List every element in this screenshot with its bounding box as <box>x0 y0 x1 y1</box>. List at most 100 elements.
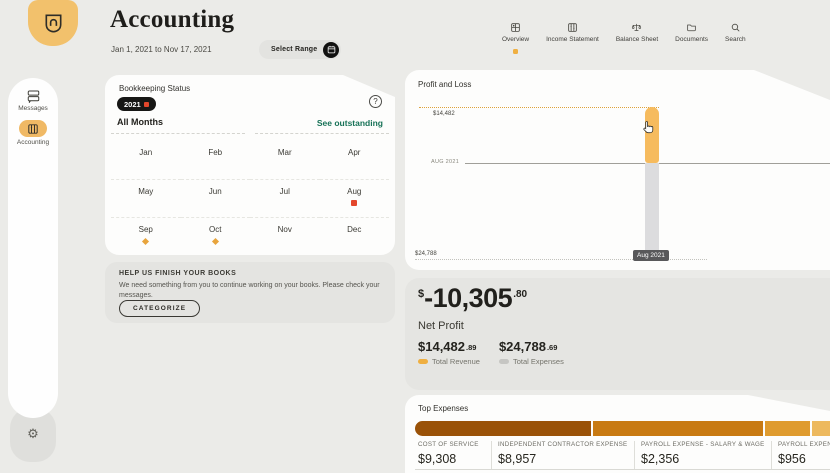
calendar-icon <box>323 41 340 58</box>
month-cell-dec[interactable]: Dec <box>320 217 390 255</box>
tab-label: Documents <box>675 36 709 43</box>
month-cell-aug[interactable]: Aug <box>320 179 390 217</box>
top-expenses-stacked-bar <box>415 421 830 436</box>
documents-folder-icon <box>687 24 696 32</box>
pl-expenses-bar[interactable] <box>645 163 659 259</box>
total-revenue-value: $14,482 .89 <box>418 339 477 354</box>
total-expenses-group: $24,788 .69 Total Expenses <box>498 339 564 366</box>
top-nav: Overview Income Statement Balance Sheet … <box>502 22 746 54</box>
bookkeeping-status-card: Bookkeeping Status 2021 ? All Months See… <box>105 75 395 255</box>
expense-segment[interactable] <box>415 421 591 436</box>
tab-overview[interactable]: Overview <box>502 22 529 54</box>
pl-revenue-bar[interactable] <box>645 107 659 163</box>
month-cell-jan[interactable]: Jan <box>139 148 153 157</box>
see-outstanding-link[interactable]: See outstanding <box>316 118 383 128</box>
help-icon[interactable]: ? <box>369 95 382 108</box>
month-status-dot <box>351 200 357 206</box>
sidebar-item-messages[interactable]: Messages <box>8 88 58 112</box>
tab-label: Overview <box>502 36 530 43</box>
bookkeeping-status-title: Bookkeeping Status <box>119 84 191 93</box>
tab-balance-sheet[interactable]: Balance Sheet <box>616 22 658 54</box>
month-status-dot <box>142 238 149 245</box>
income-statement-icon <box>568 23 577 32</box>
year-alert-dot <box>144 102 149 107</box>
all-months-label: All Months <box>117 117 163 127</box>
expense-item: INDEPENDENT CONTRACTOR EXPENSE $8,957 <box>498 441 628 466</box>
total-revenue-group: $14,482 .89 Total Revenue <box>418 340 480 366</box>
overview-grid-icon <box>511 23 520 32</box>
month-cell-jun[interactable]: Jun <box>181 179 251 217</box>
month-cell-jul[interactable]: Jul <box>250 179 320 217</box>
expense-segment[interactable] <box>765 421 810 436</box>
categorize-button[interactable]: CATEGORIZE <box>119 300 201 317</box>
expenses-axis-label: $24,788 <box>415 251 437 257</box>
divider <box>415 469 830 470</box>
total-expenses-value: $24,788 .69 <box>498 339 558 354</box>
currency-symbol: $ <box>418 288 425 300</box>
tab-income-statement[interactable]: Income Statement <box>546 22 599 54</box>
expense-item: PAYROLL EXPENSE - SALARY & WAGE $2,356 <box>641 441 765 466</box>
search-icon <box>731 23 740 32</box>
expenses-swatch-icon <box>498 359 509 364</box>
net-profit-panel: $ -10,305 .80 Net Profit $14,482 .89 Tot… <box>405 278 830 390</box>
active-item-pill <box>19 120 47 137</box>
month-cell-oct[interactable]: Oct <box>181 217 251 255</box>
month-grid: Jan Feb Mar Apr May Jun Jul Aug Sep Oct … <box>111 141 389 255</box>
year-selector-badge[interactable]: 2021 <box>117 97 156 111</box>
month-status-dot <box>212 238 219 245</box>
month-cell-apr[interactable]: Apr <box>348 148 361 157</box>
tab-label: Search <box>725 36 746 43</box>
month-cell-nov[interactable]: Nov <box>250 217 320 255</box>
revenue-swatch-icon <box>418 359 428 364</box>
baseline-label: AUG 2021 <box>431 159 460 165</box>
help-banner: HELP US FINISH YOUR BOOKS We need someth… <box>105 262 395 323</box>
divider <box>771 441 772 469</box>
balance-sheet-icon <box>632 23 642 31</box>
sidebar-item-label: Messages <box>18 105 48 112</box>
sidebar-item-accounting[interactable]: Accounting <box>8 120 58 146</box>
help-banner-body: We need something from you to continue w… <box>119 282 380 300</box>
revenue-axis-label: $14,482 <box>433 111 455 117</box>
active-tab-indicator <box>513 49 519 54</box>
profit-loss-title: Profit and Loss <box>418 80 472 89</box>
hand-cursor-icon <box>641 120 656 140</box>
expense-item: COST OF SERVICE $9,308 <box>418 441 479 466</box>
tab-search[interactable]: Search <box>725 22 746 54</box>
shield-icon <box>44 14 62 32</box>
net-profit-value: $ -10,305 .80 <box>418 283 528 313</box>
select-range-button[interactable]: Select Range <box>259 40 342 59</box>
revenue-legend: Total Revenue <box>418 357 480 366</box>
page-title: Accounting <box>110 6 235 33</box>
settings-gear-icon[interactable]: ⚙ <box>27 426 39 441</box>
messages-icon <box>27 90 39 103</box>
month-cell-mar[interactable]: Mar <box>277 148 292 157</box>
tab-documents[interactable]: Documents <box>675 22 708 54</box>
expenses-legend: Total Expenses <box>498 357 564 366</box>
divider <box>634 441 635 469</box>
pl-revenue-line: $14,482 <box>419 107 659 108</box>
select-range-label: Select Range <box>271 46 318 53</box>
month-cell-may[interactable]: May <box>111 179 181 217</box>
accounting-icon <box>28 123 38 134</box>
sidebar: Messages Accounting <box>8 78 58 418</box>
month-cell-feb[interactable]: Feb <box>208 148 223 157</box>
chart-tooltip: Aug 2021 <box>633 250 669 261</box>
top-expenses-legend: COST OF SERVICE $9,308 INDEPENDENT CONTR… <box>405 439 830 473</box>
date-range-text: Jan 1, 2021 to Nov 17, 2021 <box>111 45 212 54</box>
year-label: 2021 <box>124 99 141 109</box>
expense-segment[interactable] <box>812 421 830 436</box>
tab-label: Balance Sheet <box>615 36 659 43</box>
expense-item: PAYROLL EXPENSE $956 <box>778 441 830 466</box>
top-expenses-card: Top Expenses COST OF SERVICE $9,308 INDE… <box>405 395 830 473</box>
sidebar-item-label: Accounting <box>16 139 50 146</box>
top-expenses-title: Top Expenses <box>418 404 469 413</box>
pl-expenses-line: $24,788 <box>415 259 707 260</box>
month-cell-sep[interactable]: Sep <box>111 217 181 255</box>
expense-segment[interactable] <box>593 421 763 436</box>
brand-logo[interactable] <box>28 0 78 46</box>
totals-legend: $14,482 .89 Total Revenue $24,788 .69 To… <box>418 340 564 366</box>
net-profit-label: Net Profit <box>418 320 464 332</box>
profit-loss-card: Profit and Loss $14,482 AUG 2021 $24,788… <box>405 70 830 270</box>
tab-label: Income Statement <box>546 36 599 43</box>
